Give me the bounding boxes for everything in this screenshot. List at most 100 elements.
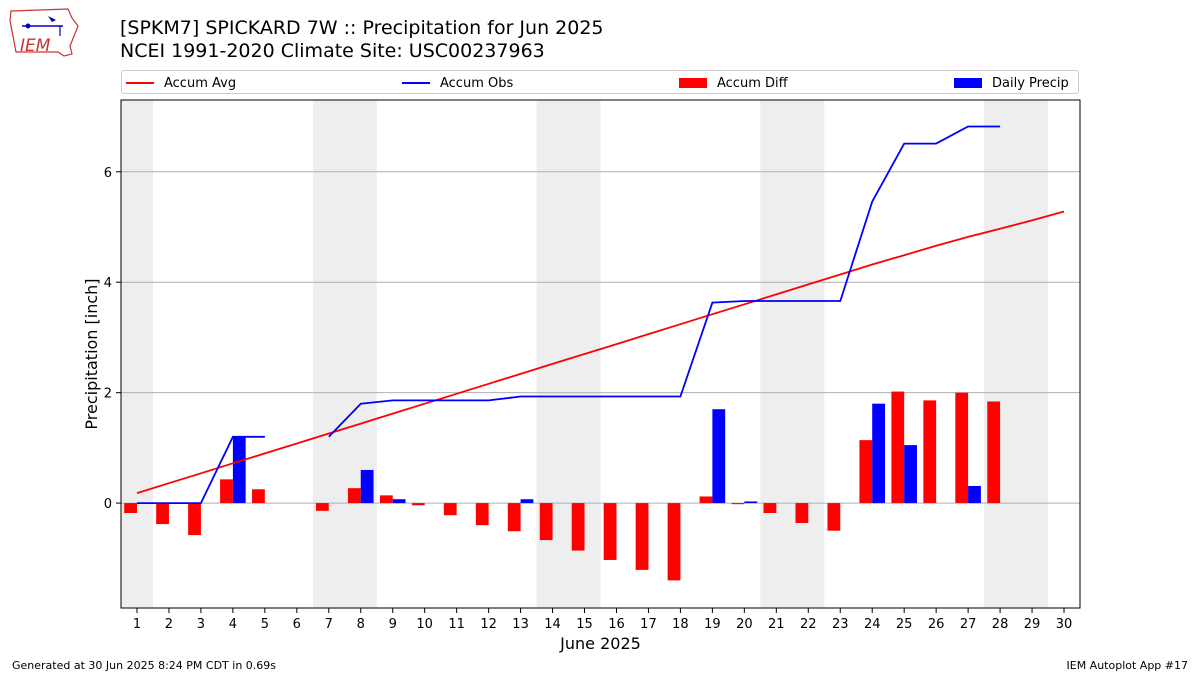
daily-precip-bar	[360, 469, 374, 504]
accum-diff-bar	[667, 503, 681, 581]
x-tick-label: 21	[768, 617, 785, 632]
x-tick-label: 13	[512, 617, 529, 632]
title-line-1: [SPKM7] SPICKARD 7W :: Precipitation for…	[120, 17, 604, 39]
legend-accum-obs: Accum Obs	[402, 74, 513, 92]
accum-diff-bar	[156, 503, 169, 525]
daily-precip-bar	[744, 501, 758, 504]
accum-diff-bar	[379, 495, 393, 504]
x-tick-label: 25	[896, 617, 913, 632]
grid-lines	[121, 171, 1080, 504]
accum-diff-bar	[507, 503, 521, 532]
weekend-band	[760, 100, 793, 608]
legend-line-red	[126, 82, 154, 84]
x-tick-label: 3	[197, 617, 205, 632]
accum-diff-bar	[220, 479, 233, 504]
x-tick-label: 24	[864, 617, 881, 632]
logo-text: IEM	[20, 36, 51, 56]
accum-diff-bar	[124, 503, 137, 514]
x-tick-label: 2	[165, 617, 173, 632]
legend-accum-diff: Accum Diff	[679, 74, 788, 92]
weekend-bands	[121, 100, 1049, 608]
x-tick-label: 29	[1024, 617, 1041, 632]
chart-legend: Accum Avg Accum Obs Accum Diff Daily Pre…	[121, 70, 1079, 94]
x-axis-label: June 2025	[559, 634, 641, 653]
x-tick-label: 15	[576, 617, 593, 632]
weekend-band	[344, 100, 377, 608]
legend-daily-precip: Daily Precip	[954, 74, 1069, 92]
accum-diff-bar	[635, 503, 649, 570]
accum-diff-bar	[315, 503, 329, 511]
x-tick-label: 12	[480, 617, 497, 632]
x-tick-label: 9	[389, 617, 397, 632]
accum-diff-bar	[252, 489, 265, 504]
daily-precip-bar	[904, 445, 917, 504]
x-tick-label: 16	[608, 617, 625, 632]
x-tick-label: 10	[416, 617, 433, 632]
chart-title: [SPKM7] SPICKARD 7W :: Precipitation for…	[120, 17, 604, 63]
legend-label: Accum Obs	[440, 75, 514, 91]
accum-diff-bar	[188, 503, 201, 536]
y-tick-label: 0	[104, 497, 112, 512]
accum-diff-bar	[347, 488, 361, 504]
legend-swatch-red	[679, 78, 707, 88]
y-axis-label: Precipitation [inch]	[82, 278, 101, 429]
legend-line-blue	[402, 82, 430, 84]
y-tick-label: 6	[104, 166, 112, 181]
weekend-band	[312, 100, 345, 608]
accum-diff-bar	[411, 503, 425, 506]
accum-diff-bar	[987, 401, 1001, 504]
accum-diff-bar	[891, 391, 905, 504]
x-tick-label: 18	[672, 617, 689, 632]
x-tick-label: 19	[704, 617, 721, 632]
x-tick-label: 30	[1056, 617, 1073, 632]
x-tick-label: 1	[133, 617, 141, 632]
x-tick-label: 7	[325, 617, 333, 632]
x-tick-label: 6	[293, 617, 301, 632]
accum-diff-bar	[859, 440, 873, 504]
weekend-band	[121, 100, 153, 608]
daily-precip-bar	[872, 403, 886, 504]
accum-avg-line	[136, 210, 1065, 494]
daily-precip-bar	[392, 499, 406, 504]
accum-diff-bar	[539, 503, 553, 541]
iowa-state-outline-icon: IEM	[9, 8, 79, 57]
accum-diff-bar	[603, 503, 617, 560]
daily-precip-bar	[968, 485, 981, 504]
x-tick-label: 11	[448, 617, 465, 632]
weekend-band	[984, 100, 1017, 608]
accum-diff-bar	[763, 503, 777, 514]
accum-diff-bar	[731, 503, 745, 505]
accum-diff-bar	[827, 503, 841, 531]
accum-diff-bar	[699, 496, 713, 504]
series-lines	[136, 125, 1065, 505]
accum-obs-line	[328, 125, 1001, 438]
x-tick-label: 5	[261, 617, 269, 632]
title-line-2: NCEI 1991-2020 Climate Site: USC00237963	[120, 40, 545, 62]
x-tick-label: 28	[992, 617, 1009, 632]
daily-precip-bar	[232, 436, 246, 504]
accum-diff-bar	[795, 503, 809, 523]
accum-diff-bar	[923, 400, 937, 504]
iem-logo: IEM	[8, 6, 80, 60]
bars	[124, 391, 1001, 581]
daily-precip-bar	[520, 499, 534, 504]
accum-diff-bar	[443, 503, 457, 516]
x-tick-label: 8	[357, 617, 365, 632]
x-tick-label: 17	[640, 617, 657, 632]
accum-diff-bar	[955, 392, 969, 504]
daily-precip-bar	[712, 409, 726, 504]
legend-label: Daily Precip	[992, 75, 1069, 91]
legend-label: Accum Diff	[717, 75, 788, 91]
x-tick-label: 26	[928, 617, 945, 632]
plot-frame	[120, 99, 1081, 609]
accum-diff-bar	[475, 503, 489, 526]
footer-app: IEM Autoplot App #17	[1066, 659, 1189, 672]
x-tick-label: 22	[800, 617, 817, 632]
weekend-band	[792, 100, 825, 608]
weekend-band	[1016, 100, 1049, 608]
accum-diff-bar	[571, 503, 585, 551]
y-tick-label: 2	[104, 387, 112, 402]
y-tick-label: 4	[104, 276, 112, 291]
